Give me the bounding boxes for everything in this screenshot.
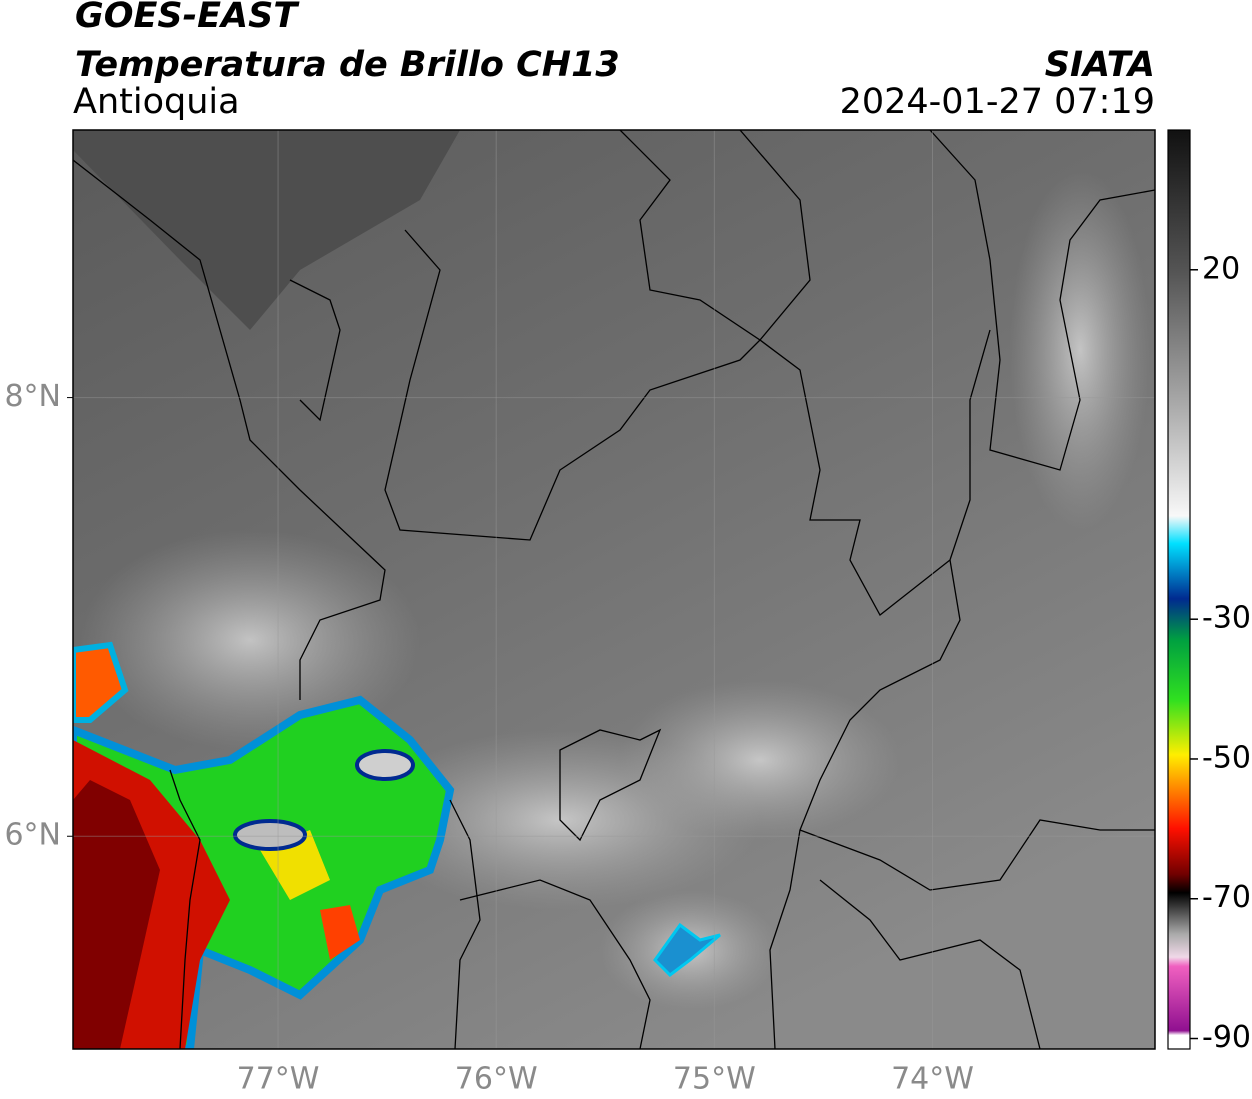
colorbar-label: -30 [1202,601,1251,636]
map-grid [73,130,1155,1049]
y-tick-label: 8°N [4,379,61,414]
subtitle: Temperatura de Brillo CH13 [75,45,620,85]
colorbar-label: -50 [1202,740,1251,775]
source: SIATA [1045,45,1155,85]
map-frame [72,129,1156,1050]
colorbar-label: 20 [1202,251,1240,286]
colorbar-label: -90 [1202,1020,1251,1055]
title: GOES-EAST [75,0,300,36]
satellite-image [73,130,1155,1049]
datetime: 2024-01-27 07:19 [840,82,1155,122]
region: Antioquia [73,82,240,122]
x-tick-label: 76°W [455,1062,538,1097]
colorbar-label: -70 [1202,880,1251,915]
y-tick-label: 6°N [4,818,61,853]
x-tick-label: 75°W [673,1062,756,1097]
colorbar [1167,129,1191,1050]
x-tick-label: 77°W [237,1062,320,1097]
x-tick-label: 74°W [891,1062,974,1097]
